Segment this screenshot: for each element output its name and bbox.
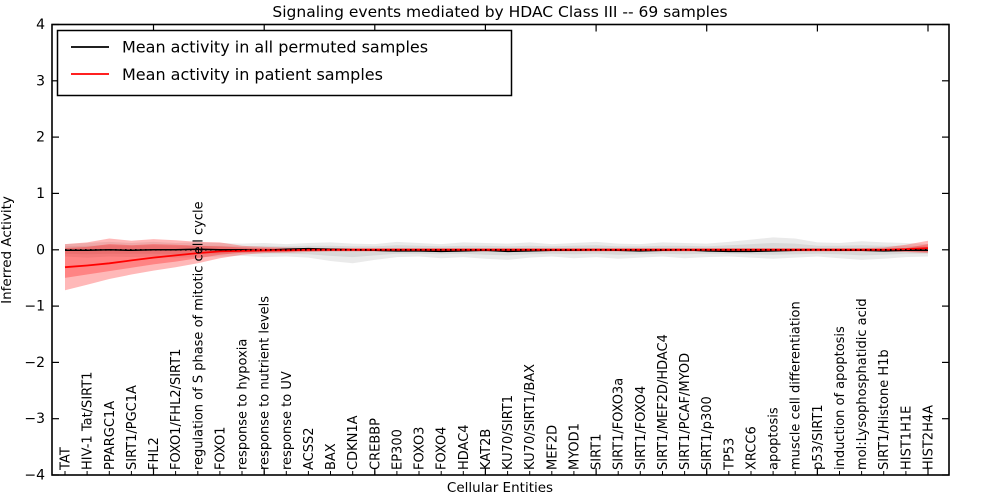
- x-tick-label: EP300: [390, 429, 405, 470]
- legend-item-label: Mean activity in all permuted samples: [122, 38, 428, 57]
- x-tick-label: BAX: [324, 443, 339, 470]
- y-tick-label: −3: [24, 411, 45, 427]
- x-tick-label: TP53: [722, 438, 737, 471]
- chart-title: Signaling events mediated by HDAC Class …: [272, 3, 727, 21]
- x-tick-label: CDKN1A: [346, 415, 361, 470]
- y-tick-label: 1: [36, 186, 45, 202]
- y-tick-label: −4: [24, 468, 45, 484]
- x-tick-label: TAT: [59, 447, 74, 471]
- x-tick-label: SIRT1/p300: [700, 396, 715, 470]
- x-tick-label: FOXO1/FHL2/SIRT1: [169, 349, 184, 470]
- x-tick-label: FOXO1: [213, 427, 228, 470]
- x-tick-label: ACSS2: [302, 427, 317, 470]
- x-tick-label: HIST1H1E: [899, 406, 914, 470]
- y-tick-label: −2: [24, 355, 45, 371]
- x-tick-label: FHL2: [147, 437, 162, 470]
- x-tick-label: apoptosis: [767, 407, 782, 470]
- x-tick-label: KU70/SIRT1/BAX: [523, 364, 538, 470]
- legend: Mean activity in all permuted samples Mea…: [56, 29, 513, 97]
- y-tick-label: 3: [36, 73, 45, 89]
- patient-band-outer: [65, 238, 928, 291]
- y-tick-label: 0: [36, 242, 45, 258]
- x-tick-label: SIRT1/MEF2D/HDAC4: [656, 334, 671, 470]
- x-tick-label: HDAC4: [457, 424, 472, 470]
- x-tick-label: MEF2D: [545, 425, 560, 470]
- x-tick-label: CREBBP: [368, 418, 383, 470]
- x-tick-label: SIRT1: [590, 434, 605, 470]
- y-tick-label: 4: [36, 17, 45, 33]
- x-tick-label: SIRT1/PCAF/MYOD: [678, 353, 693, 470]
- x-tick-label: response to nutrient levels: [258, 296, 273, 470]
- x-tick-label: FOXO4: [435, 427, 450, 470]
- legend-box: [56, 29, 513, 97]
- x-tick-label: KU70/SIRT1: [501, 395, 516, 470]
- x-tick-label: XRCC6: [745, 426, 760, 470]
- x-tick-label: induction of apoptosis: [833, 326, 848, 470]
- axes: −4 −3 −2 −1 0 1 2 3 4 TAT HIV-1 Tat/SIRT1 PPARGC1A S…: [24, 17, 950, 484]
- x-tick-label: mol:Lysophosphatidic acid: [855, 298, 870, 470]
- x-tick-label: FOXO3: [413, 427, 428, 470]
- x-tick-label: HIV-1 Tat/SIRT1: [81, 372, 96, 470]
- x-tick-label: regulation of S phase of mitotic cell cy…: [191, 201, 206, 470]
- y-tick-label: 2: [36, 130, 45, 146]
- y-tick-label: −1: [24, 299, 45, 315]
- x-tick-label: SIRT1/PGC1A: [125, 385, 140, 470]
- x-tick-label: PPARGC1A: [103, 401, 118, 470]
- y-axis-label: Inferred Activity: [0, 196, 15, 304]
- legend-item-label: Mean activity in patient samples: [122, 65, 383, 84]
- x-tick-label: HIST2H4A: [922, 405, 937, 470]
- x-tick-label: SIRT1/Histone H1b: [877, 349, 892, 470]
- x-tick-label: muscle cell differentiation: [789, 301, 804, 470]
- x-tick-label: KAT2B: [479, 429, 494, 470]
- x-tick-label: response to UV: [280, 371, 295, 470]
- x-axis-label: Cellular Entities: [447, 480, 553, 496]
- x-tick-label: SIRT1/FOXO4: [634, 386, 649, 470]
- x-tick-label: response to hypoxia: [236, 339, 251, 470]
- data-lines: [64, 247, 929, 269]
- x-tick-label: p53/SIRT1: [811, 404, 826, 470]
- x-tick-label: MYOD1: [567, 423, 582, 470]
- x-tick-label: SIRT1/FOXO3a: [612, 378, 627, 470]
